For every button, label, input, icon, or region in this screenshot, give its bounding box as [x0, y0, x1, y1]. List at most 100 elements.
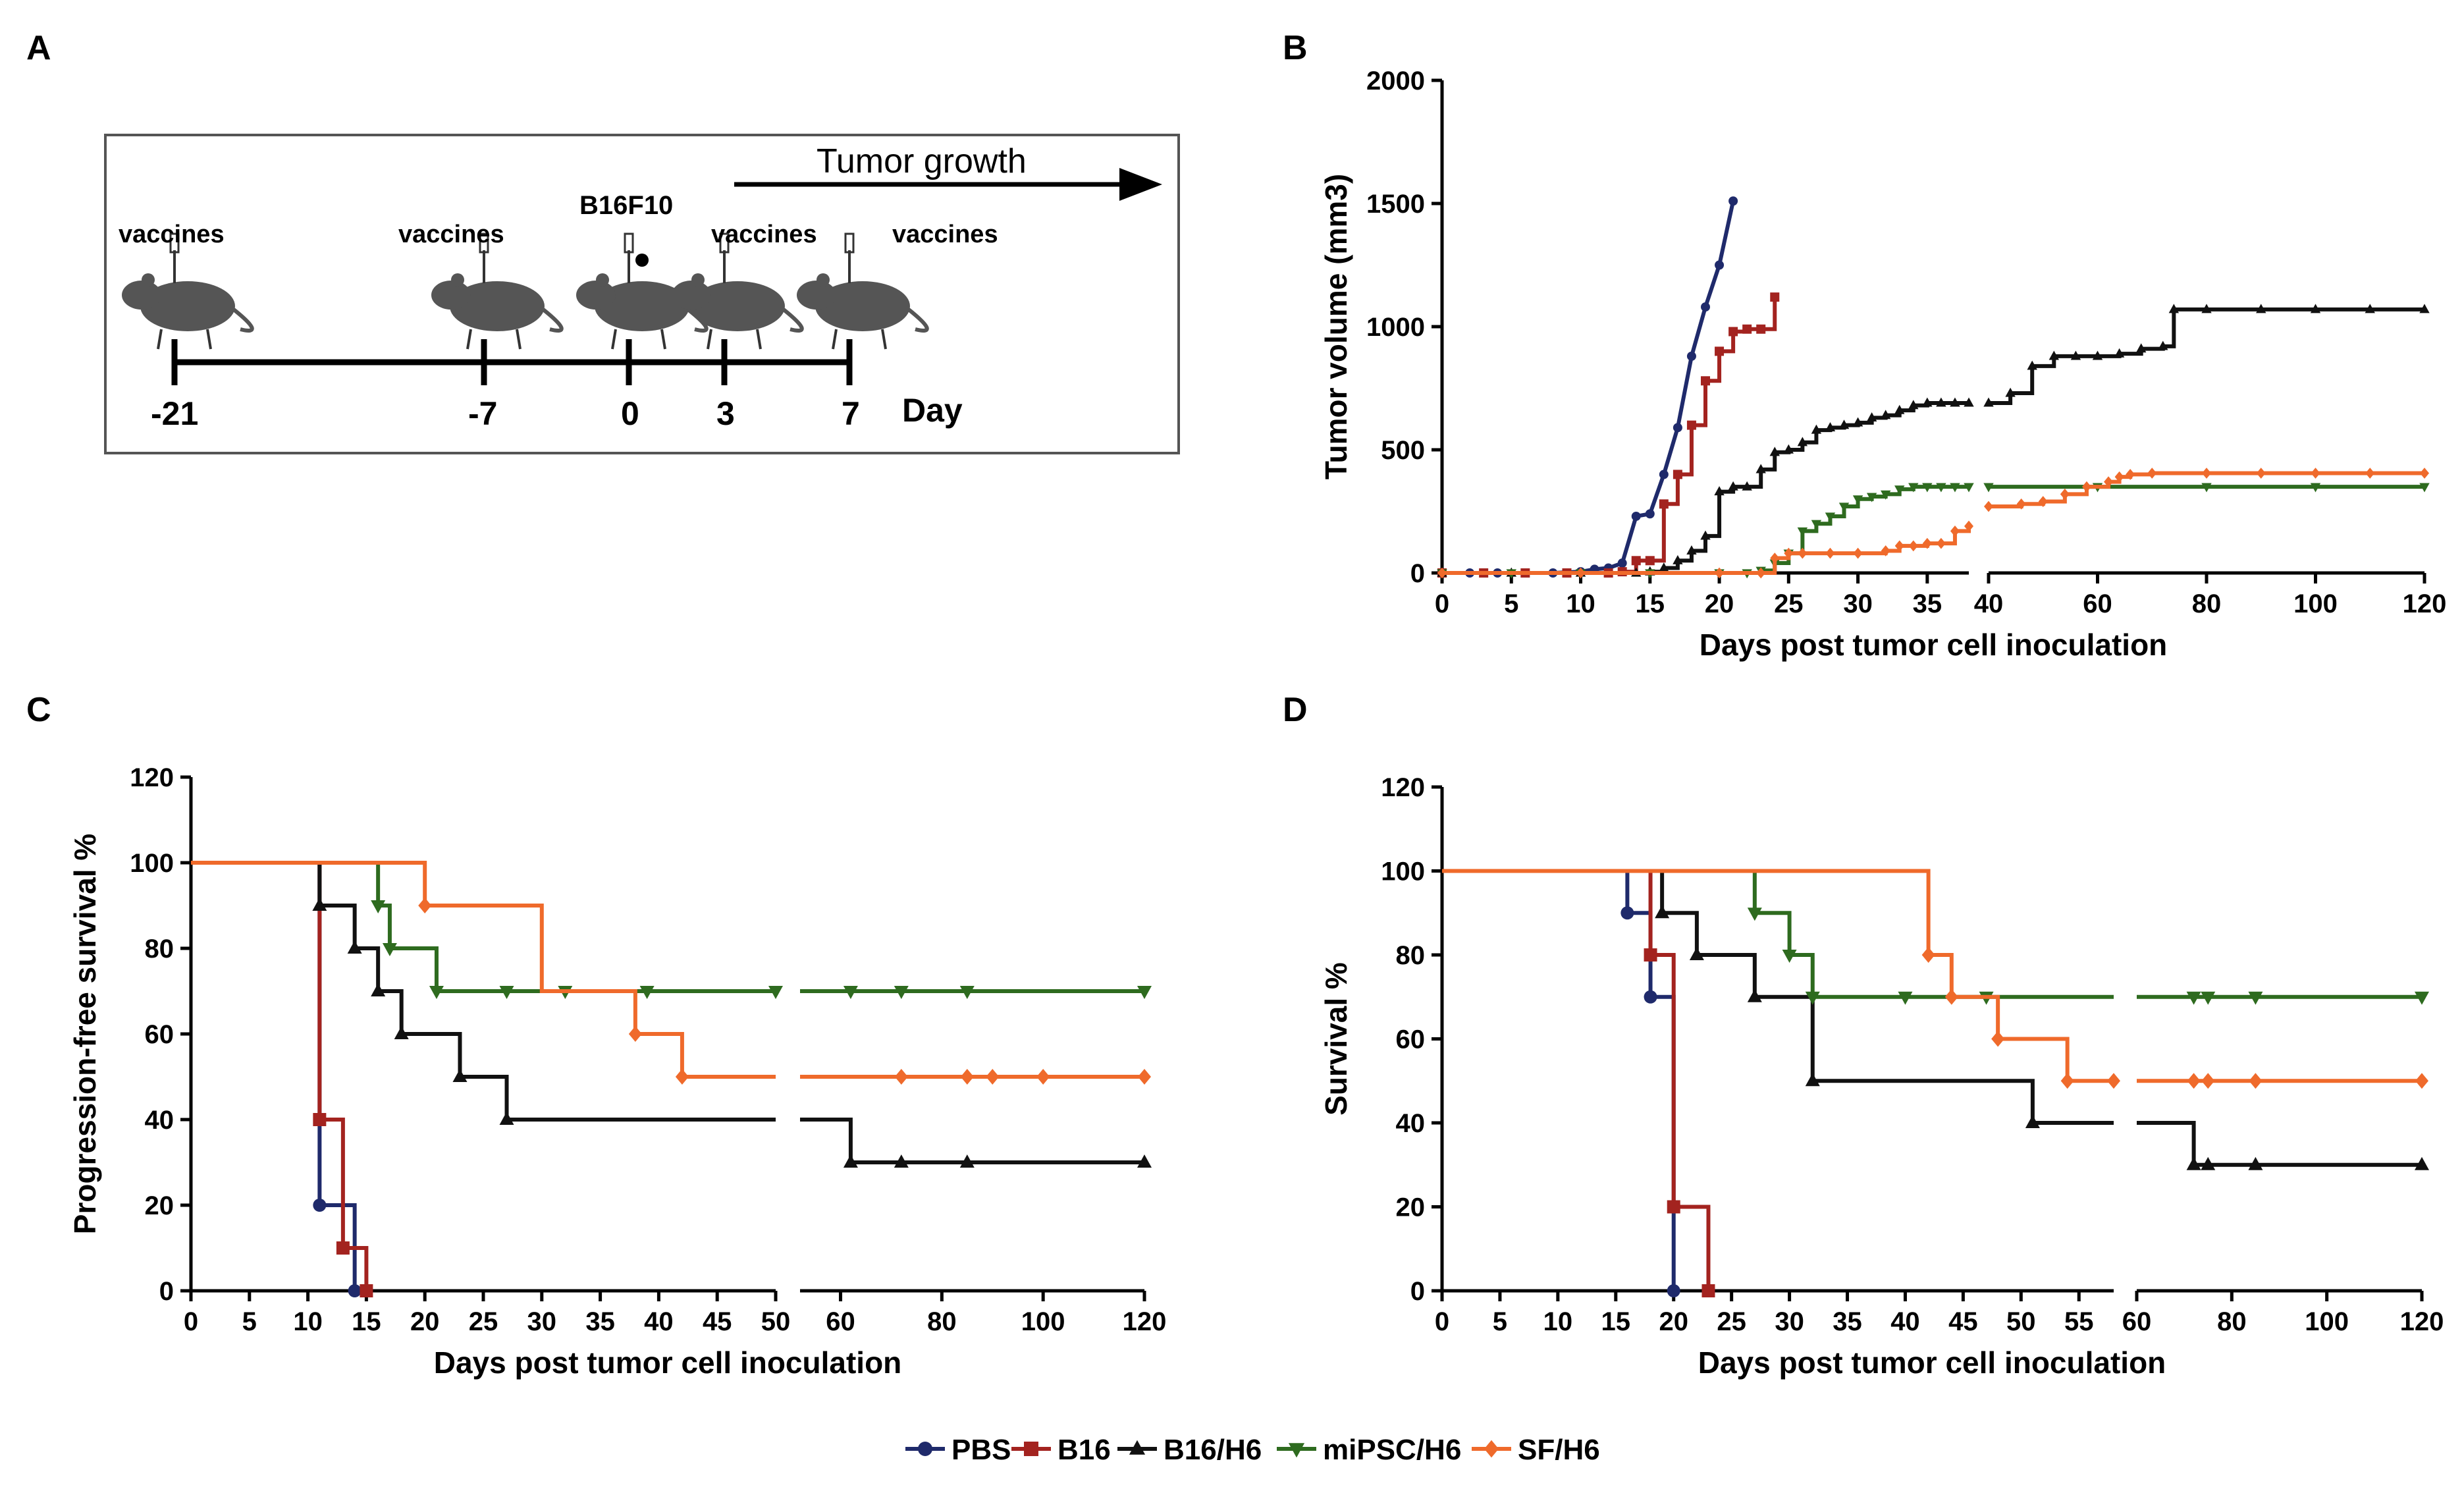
series-line [1442, 297, 1777, 575]
x-tick-label: 20 [410, 1307, 440, 1336]
x-axis-title: Days post tumor cell inoculation [434, 1345, 902, 1380]
data-point [452, 1069, 468, 1082]
data-point [1784, 547, 1794, 559]
data-point [1742, 324, 1752, 334]
data-point [1783, 444, 1794, 454]
y-tick-label: 120 [130, 763, 174, 792]
data-point [1701, 1284, 1715, 1297]
data-point [2027, 360, 2037, 370]
tumor-growth-label: Tumor growth [817, 142, 1027, 180]
data-point [2025, 1115, 2040, 1128]
data-point [2126, 469, 2135, 480]
data-point [2419, 483, 2430, 493]
data-point [1659, 470, 1669, 479]
x-tick-label: 20 [1659, 1307, 1688, 1336]
timeline-ticks: -21 -7 0 3 7 [151, 339, 860, 432]
series-mipsc-h6 [1442, 869, 2429, 1005]
data-point [2060, 1073, 2074, 1089]
series-line [1442, 869, 2114, 1083]
data-point [843, 1154, 858, 1168]
data-point [1853, 547, 1863, 559]
data-point [1811, 520, 1822, 529]
data-point [1825, 512, 1836, 522]
vaccine-label: vaccines [892, 221, 998, 248]
x-tick-label: 5 [1504, 589, 1518, 618]
series-sf-h6 [191, 861, 1151, 1085]
x-tick-label: 60 [2122, 1307, 2152, 1336]
data-point [1747, 908, 1762, 921]
data-point [371, 900, 386, 913]
x-axis-title: Days post tumor cell inoculation [1700, 628, 2168, 662]
series-line [1442, 200, 1736, 575]
data-point [986, 1069, 1000, 1085]
data-point [1686, 351, 1696, 361]
series-line [191, 861, 776, 1122]
data-point [2147, 468, 2157, 479]
data-point [2114, 471, 2124, 483]
data-point [2201, 483, 2212, 493]
data-point [1936, 397, 1946, 407]
data-point [1866, 412, 1877, 421]
legend-label: SF/H6 [1518, 1434, 1600, 1466]
data-point [1852, 495, 1863, 505]
series-b16-h6 [1442, 869, 2429, 1170]
series-b16 [1437, 292, 1780, 578]
y-tick-label: 100 [1381, 857, 1425, 886]
data-point [959, 986, 975, 999]
data-point [1655, 905, 1670, 919]
data-point [1137, 986, 1152, 999]
vaccination-schedule: Tumor growth vaccines vaccines vaccines vac… [104, 134, 1180, 454]
data-point [1894, 485, 1905, 495]
mouse-icon [797, 232, 929, 350]
data-point [1673, 423, 1682, 433]
data-point [1805, 1073, 1820, 1087]
mouse-icon [672, 232, 804, 350]
y-tick-label: 120 [1381, 773, 1425, 802]
data-point [1880, 490, 1891, 500]
x-tick-label: 50 [761, 1307, 791, 1336]
series-mipsc-h6 [1437, 483, 2430, 579]
x-tick-label: 80 [2217, 1307, 2247, 1336]
day-axis-label: Day [902, 392, 963, 429]
data-point [1701, 302, 1710, 312]
mouse-icon [576, 232, 709, 350]
data-point [1908, 483, 1919, 493]
series-b16-h6 [1437, 304, 2430, 577]
survival-chart: 0 20 40 60 80 100 120 0 5 10 15 20 25 30 35 40 45 50 55 60 8… [1319, 773, 2444, 1380]
data-point [1991, 1031, 2005, 1047]
x-tick-label: 10 [293, 1307, 323, 1336]
x-tick-label: 100 [2305, 1307, 2349, 1336]
x-tick-label: 120 [1123, 1307, 1167, 1336]
data-point [1769, 447, 1780, 456]
x-axis-title: Days post tumor cell inoculation [1698, 1345, 2166, 1380]
legend-item-b16-h6: B16/H6 [1117, 1434, 1262, 1466]
data-point [371, 983, 386, 996]
data-point [1700, 530, 1711, 540]
x-tick-label: 15 [1636, 589, 1665, 618]
data-point [768, 986, 783, 999]
x-tick-label: 80 [2192, 589, 2222, 618]
legend-marker [1484, 1440, 1499, 1458]
data-point [843, 986, 858, 999]
panel-label-a: A [26, 29, 51, 67]
data-point [2081, 481, 2091, 493]
series-line [1442, 869, 1711, 1291]
data-point [360, 1284, 373, 1297]
data-point [1936, 537, 1946, 549]
legend-item-sf-h6: SF/H6 [1472, 1434, 1600, 1466]
data-point [499, 986, 514, 999]
day-tick-label: 3 [716, 395, 735, 432]
data-point [2038, 496, 2048, 507]
panel-label-b: B [1283, 29, 1308, 67]
legend-label: B16/H6 [1164, 1434, 1262, 1466]
data-point [313, 1113, 327, 1126]
x-tick-label: 0 [184, 1307, 198, 1336]
tumor-volume-chart: 0 500 1000 1500 2000 0 5 10 15 20 25 30 35 40 60 80 100 1… [1319, 67, 2446, 662]
data-point [2311, 468, 2320, 479]
y-tick-label: 60 [1396, 1025, 1426, 1054]
y-tick-label: 20 [1396, 1193, 1426, 1222]
data-point [675, 1069, 689, 1085]
series-line [1442, 869, 1676, 1291]
series-b16 [191, 861, 373, 1297]
data-point [1036, 1069, 1050, 1085]
